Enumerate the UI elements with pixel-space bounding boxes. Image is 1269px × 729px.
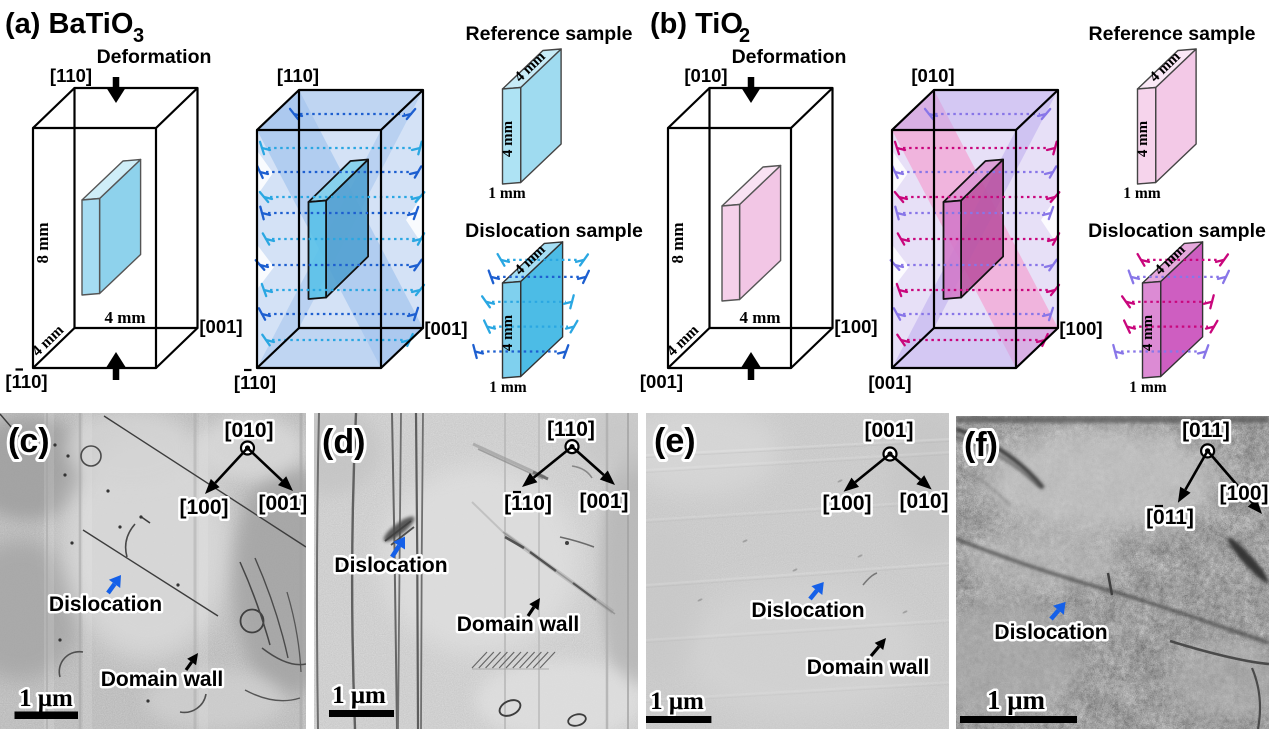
svg-text:Deformation: Deformation [97,46,212,68]
svg-text:Dislocation: Dislocation [994,621,1107,644]
svg-text:[110]: [110] [234,372,276,393]
svg-text:4 mm: 4 mm [1140,314,1156,351]
svg-text:[010]: [010] [224,419,273,442]
svg-text:(e): (e) [654,422,696,460]
svg-text:[011]: [011] [1146,506,1194,529]
svg-text:[001]: [001] [199,316,242,337]
svg-text:2: 2 [739,25,750,47]
svg-text:8 mm: 8 mm [33,222,52,263]
svg-text:[001]: [001] [424,318,467,339]
svg-text:[010]: [010] [684,65,727,86]
svg-text:[010]: [010] [911,65,954,86]
svg-text:[110]: [110] [277,65,319,86]
svg-text:4 mm: 4 mm [500,120,516,157]
svg-text:[001]: [001] [579,490,628,513]
svg-text:[010]: [010] [899,490,948,513]
svg-text:3: 3 [133,25,144,47]
svg-text:[100]: [100] [179,496,228,519]
svg-text:[100]: [100] [1219,482,1268,505]
svg-text:[100]: [100] [822,492,871,515]
svg-text:(a) BaTiO: (a) BaTiO [5,8,133,40]
svg-text:Deformation: Deformation [732,46,847,68]
svg-text:1 mm: 1 mm [488,185,526,202]
svg-text:[100]: [100] [1059,318,1102,339]
svg-text:8 mm: 8 mm [668,222,687,263]
svg-text:1 μm: 1 μm [19,685,73,712]
svg-text:[001]: [001] [868,372,911,393]
svg-text:[001]: [001] [640,371,683,392]
svg-text:(d): (d) [322,423,365,461]
svg-text:Dislocation sample: Dislocation sample [1088,220,1266,242]
svg-text:Dislocation: Dislocation [334,554,447,577]
svg-text:4 mm: 4 mm [1135,120,1151,157]
svg-text:1 mm: 1 mm [489,379,527,396]
svg-text:Domain wall: Domain wall [807,656,930,679]
svg-text:[001]: [001] [864,419,913,442]
svg-text:(c): (c) [8,422,50,460]
svg-text:(b) TiO: (b) TiO [650,8,743,40]
svg-text:1 μm: 1 μm [987,685,1046,715]
svg-text:[110]: [110] [50,65,92,86]
svg-text:Dislocation: Dislocation [751,599,864,622]
svg-text:1 mm: 1 mm [1129,379,1167,396]
svg-text:1 μm: 1 μm [650,688,704,715]
svg-text:Dislocation sample: Dislocation sample [465,220,643,242]
svg-text:4 mm: 4 mm [739,308,780,327]
svg-text:[100]: [100] [834,316,877,337]
svg-text:(f): (f) [964,426,998,464]
svg-text:Dislocation: Dislocation [49,593,162,616]
svg-text:Domain wall: Domain wall [101,668,224,691]
svg-text:[110]: [110] [504,492,552,515]
svg-text:[110]: [110] [5,371,47,392]
svg-text:Domain wall: Domain wall [457,613,580,636]
svg-text:1 μm: 1 μm [332,682,386,709]
svg-text:1 mm: 1 mm [1123,185,1161,202]
svg-text:4 mm: 4 mm [104,308,145,327]
svg-text:[011]: [011] [1182,419,1230,442]
svg-text:[001]: [001] [258,492,307,515]
svg-text:Reference sample: Reference sample [466,23,633,45]
svg-text:[110]: [110] [547,418,595,441]
svg-text:4 mm: 4 mm [500,314,516,351]
svg-text:Reference sample: Reference sample [1089,23,1256,45]
